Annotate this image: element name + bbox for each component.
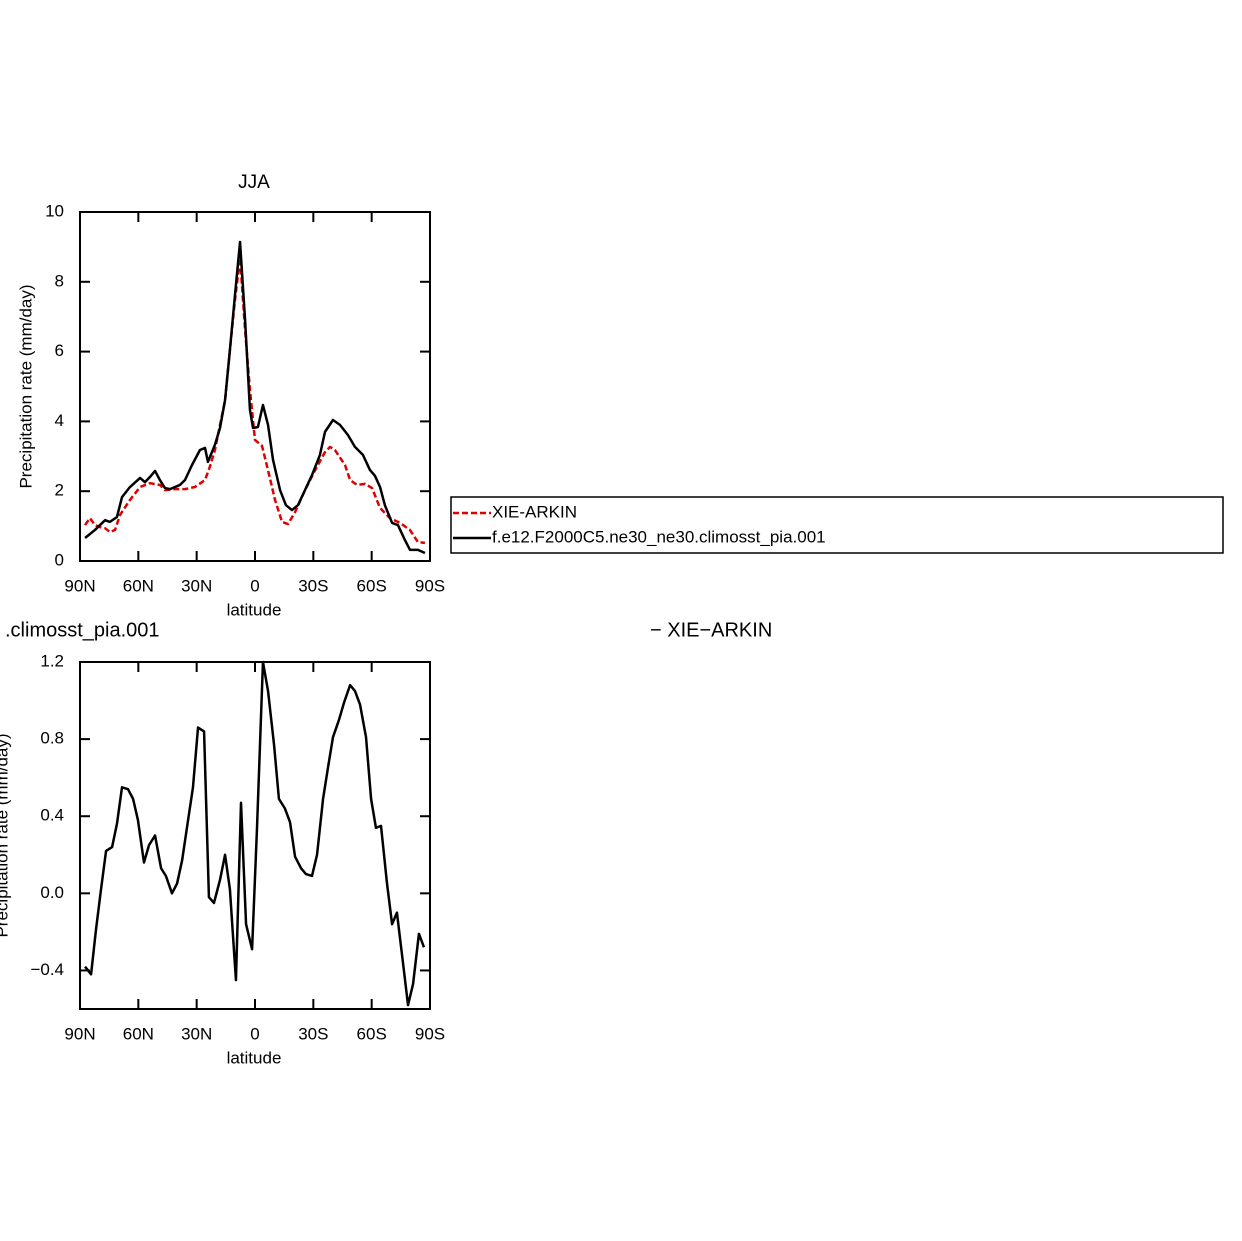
x-tick-label: 90S — [415, 1024, 445, 1043]
y-tick-label: 8 — [55, 271, 64, 290]
x-tick-label: 30S — [298, 576, 328, 595]
data-line — [84, 240, 426, 555]
y-tick-label: 6 — [55, 341, 64, 360]
x-tick-label: 0 — [250, 576, 259, 595]
x-tick-label: 60N — [123, 576, 154, 595]
y-tick-label: 0 — [55, 550, 64, 569]
chart-title: .climosst_pia.001 — [5, 619, 160, 641]
data-line — [84, 660, 426, 1007]
x-tick-label: 30S — [298, 1024, 328, 1043]
x-tick-label: 30N — [181, 1024, 212, 1043]
x-tick-label: 0 — [250, 1024, 259, 1043]
y-axis-label: Precipitation rate (mm/day) — [16, 284, 35, 488]
x-tick-label: 90N — [64, 1024, 95, 1043]
x-tick-label: 90S — [415, 576, 445, 595]
plot-frame — [79, 661, 431, 1010]
chart-title: JJA — [238, 172, 270, 193]
legend-label: XIE-ARKIN — [492, 502, 577, 521]
y-tick-label: −0.4 — [30, 960, 64, 979]
legend-label: f.e12.F2000C5.ne30_ne30.climosst_pia.001 — [492, 527, 826, 546]
chart-title-right: − XIE−ARKIN — [650, 619, 772, 641]
y-tick-label: 1.2 — [40, 651, 64, 670]
x-tick-label: 60S — [357, 1024, 387, 1043]
y-tick-label: 0.0 — [40, 883, 64, 902]
data-line — [84, 256, 426, 545]
y-axis-label: Precipitation rate (mm/day) — [0, 733, 11, 937]
x-tick-label: 60N — [123, 1024, 154, 1043]
y-tick-label: 0.4 — [40, 806, 64, 825]
x-axis-label: latitude — [227, 1048, 282, 1067]
x-axis-label: latitude — [227, 600, 282, 619]
y-tick-label: 4 — [55, 411, 64, 430]
x-tick-label: 90N — [64, 576, 95, 595]
y-tick-label: 2 — [55, 481, 64, 500]
x-tick-label: 30N — [181, 576, 212, 595]
legend-box — [450, 496, 1224, 554]
x-tick-label: 60S — [357, 576, 387, 595]
y-tick-label: 0.8 — [40, 729, 64, 748]
y-tick-label: 10 — [45, 201, 64, 220]
plot-frame — [79, 211, 431, 562]
